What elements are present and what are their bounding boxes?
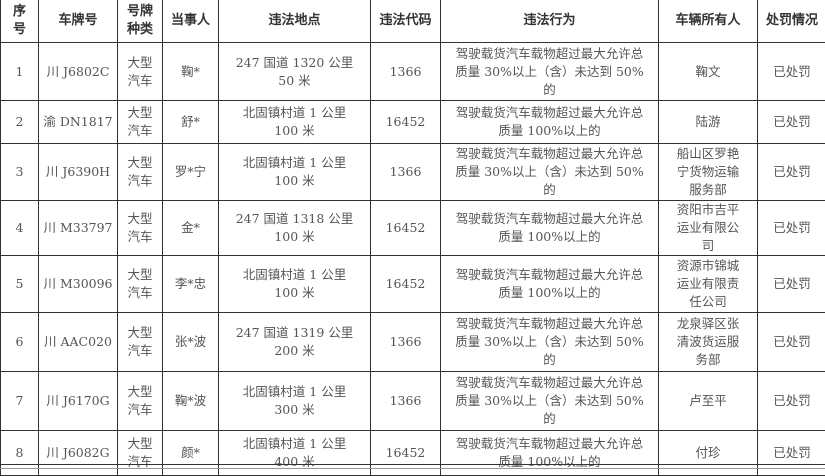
cell-status: 已处罚 (758, 43, 825, 101)
cell-behavior: 驾驶载货汽车载物超过最大允许总质量 100%以上的 (441, 101, 659, 144)
cell-plate: 川 M33797 (39, 201, 118, 256)
cell-location: 北固镇村道 1 公里 100 米 (219, 256, 371, 313)
cell-owner: 陆游 (659, 101, 758, 144)
cell-location: 247 国道 1320 公里 50 米 (219, 43, 371, 101)
cell-code: 1366 (371, 313, 441, 372)
cell-owner: 资源市锦城运业有限责任公司 (659, 256, 758, 313)
cell-party: 鞠* (163, 43, 219, 101)
cell-no: 6 (1, 313, 39, 372)
cell-plate-type: 大型汽车 (118, 372, 163, 431)
header-location: 违法地点 (219, 0, 371, 43)
header-plate: 车牌号 (39, 0, 118, 43)
cell-behavior: 驾驶载货汽车载物超过最大允许总质量 30%以上（含）未达到 50%的 (441, 144, 659, 201)
cell-code: 16452 (371, 201, 441, 256)
cell-location: 247 国道 1319 公里 200 米 (219, 313, 371, 372)
cell-behavior: 驾驶载货汽车载物超过最大允许总质量 30%以上（含）未达到 50%的 (441, 372, 659, 431)
cell-owner: 龙泉驿区张清波货运服务部 (659, 313, 758, 372)
cell-location: 北固镇村道 1 公里 100 米 (219, 101, 371, 144)
cell-plate-type: 大型汽车 (118, 256, 163, 313)
cell-plate-type: 大型汽车 (118, 313, 163, 372)
cell-plate: 川 J6390H (39, 144, 118, 201)
cell-party: 李*忠 (163, 256, 219, 313)
cell-no: 7 (1, 372, 39, 431)
cell-code: 16452 (371, 101, 441, 144)
cell-plate-type: 大型汽车 (118, 201, 163, 256)
cell-plate: 川 M30096 (39, 256, 118, 313)
cell-location: 北固镇村道 1 公里 100 米 (219, 144, 371, 201)
cell-plate-type: 大型汽车 (118, 43, 163, 101)
cell-behavior: 驾驶载货汽车载物超过最大允许总质量 30%以上（含）未达到 50%的 (441, 313, 659, 372)
cell-behavior: 驾驶载货汽车载物超过最大允许总质量 100%以上的 (441, 201, 659, 256)
cell-plate: 川 J6170G (39, 372, 118, 431)
cell-code: 16452 (371, 256, 441, 313)
header-behavior: 违法行为 (441, 0, 659, 43)
cell-status: 已处罚 (758, 372, 825, 431)
cell-behavior: 驾驶载货汽车载物超过最大允许总质量 100%以上的 (441, 256, 659, 313)
header-party: 当事人 (163, 0, 219, 43)
cell-status: 已处罚 (758, 144, 825, 201)
cell-code: 1366 (371, 144, 441, 201)
cell-status: 已处罚 (758, 201, 825, 256)
cell-no: 1 (1, 43, 39, 101)
header-no: 序号 (1, 0, 39, 43)
cell-plate: 川 AAC020 (39, 313, 118, 372)
cell-party: 金* (163, 201, 219, 256)
cell-party: 张*波 (163, 313, 219, 372)
cell-plate-type: 大型汽车 (118, 101, 163, 144)
cell-status: 已处罚 (758, 101, 825, 144)
cell-plate-type: 大型汽车 (118, 144, 163, 201)
cell-code: 1366 (371, 372, 441, 431)
header-status: 处罚情况 (758, 0, 825, 43)
cell-code: 1366 (371, 43, 441, 101)
cell-owner: 卢至平 (659, 372, 758, 431)
cell-no: 2 (1, 101, 39, 144)
cell-plate: 渝 DN1817 (39, 101, 118, 144)
cell-location: 247 国道 1318 公里 100 米 (219, 201, 371, 256)
cell-party: 鞠*波 (163, 372, 219, 431)
cell-status: 已处罚 (758, 256, 825, 313)
table-header-row: 序号车牌号号牌种类当事人违法地点违法代码违法行为车辆所有人处罚情况 (1, 0, 825, 43)
cell-party: 舒* (163, 101, 219, 144)
cell-status: 已处罚 (758, 313, 825, 372)
cell-location: 北固镇村道 1 公里 300 米 (219, 372, 371, 431)
cell-no: 4 (1, 201, 39, 256)
cell-plate: 川 J6802C (39, 43, 118, 101)
header-owner: 车辆所有人 (659, 0, 758, 43)
cell-behavior: 驾驶载货汽车载物超过最大允许总质量 30%以上（含）未达到 50%的 (441, 43, 659, 101)
cell-owner: 鞠文 (659, 43, 758, 101)
cell-owner: 船山区罗艳宁货物运输服务部 (659, 144, 758, 201)
cell-no: 5 (1, 256, 39, 313)
cell-owner: 资阳市吉平运业有限公司 (659, 201, 758, 256)
cell-party: 罗*宁 (163, 144, 219, 201)
header-plate-type: 号牌种类 (118, 0, 163, 43)
header-code: 违法代码 (371, 0, 441, 43)
cell-no: 3 (1, 144, 39, 201)
